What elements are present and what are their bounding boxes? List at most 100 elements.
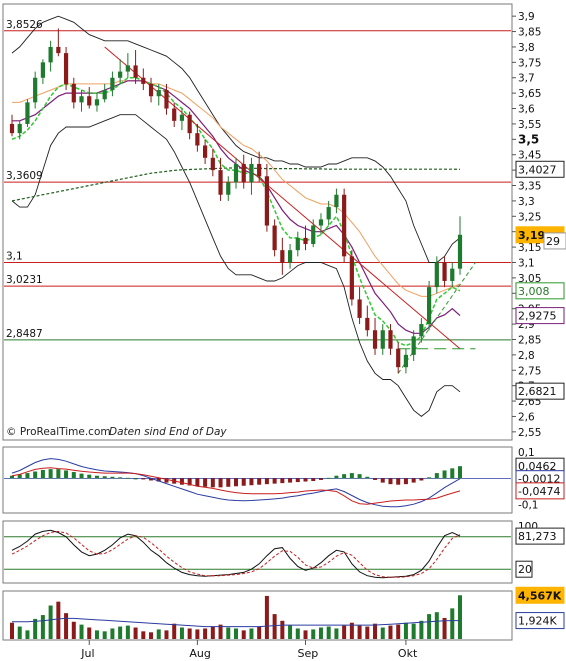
support-resistance-levels — [4, 30, 511, 341]
price-badge-box — [515, 307, 565, 325]
volume-bar — [33, 618, 38, 639]
macd-histogram-bar — [17, 474, 22, 479]
candle-body — [241, 163, 246, 183]
volume-bar — [458, 595, 462, 639]
macd-histogram-bar — [210, 478, 215, 488]
candle-body — [102, 90, 107, 100]
macd-histogram-bar — [133, 478, 138, 480]
candle-body — [148, 83, 154, 97]
candle-body — [172, 108, 177, 121]
macd-histogram-bar — [434, 473, 439, 479]
volume-bar — [326, 626, 331, 639]
volume-bar — [442, 617, 447, 639]
stochastic-badge-box — [515, 527, 565, 545]
price-tick-label: 3,1 — [518, 257, 535, 269]
price-badge-text: 2,6821 — [518, 385, 557, 398]
candle-body — [311, 225, 316, 245]
candle-body — [419, 324, 424, 337]
macd-histogram-bar — [203, 478, 208, 487]
candle-body — [118, 71, 123, 78]
volume-bar — [311, 629, 316, 639]
candle-body — [427, 287, 432, 325]
volume-body — [10, 595, 462, 639]
volume-bar — [210, 626, 215, 639]
volume-bar — [349, 622, 354, 639]
macd-panel: 0,10,050-0,05-0,1 0,0462-0,0012-0,0474 — [2, 446, 565, 514]
macd-histogram-bar — [56, 469, 61, 479]
macd-histogram-bar — [234, 478, 238, 487]
volume-bar — [71, 621, 76, 639]
candle-body — [450, 268, 455, 281]
candle-body — [365, 317, 370, 331]
macd-histogram-bar — [311, 478, 316, 481]
x-axis: Jul Aug Sep Okt — [80, 640, 418, 660]
candle-body — [25, 102, 30, 124]
price-tick-label: 3,8 — [518, 42, 535, 54]
level-label: 3,8526 — [6, 19, 43, 31]
volume-bar — [303, 630, 308, 639]
volume-bar — [264, 595, 269, 639]
x-tick-label: Okt — [398, 647, 418, 660]
volume-bar — [419, 620, 424, 639]
price-tick-label: 2,85 — [518, 334, 541, 346]
price-badge-box — [515, 282, 565, 300]
x-tick-label: Aug — [189, 647, 210, 660]
volume-bar — [427, 614, 432, 639]
candle-body — [457, 234, 463, 269]
volume-bar — [118, 626, 123, 639]
price-badge-box — [515, 160, 565, 178]
macd-histogram-bar — [419, 478, 424, 481]
macd-histogram-bar — [164, 478, 169, 483]
level-label: 3,1 — [6, 250, 23, 262]
volume-bar — [164, 630, 169, 639]
macd-histogram-bar — [411, 478, 416, 483]
candle-body — [79, 96, 84, 103]
price-tick-label: 3,75 — [518, 57, 541, 69]
volume-bar — [288, 625, 293, 639]
stochastic-badges: 81,273 20 — [515, 527, 565, 578]
candle-body — [334, 194, 339, 208]
price-tick-label: 3,9 — [518, 11, 535, 23]
volume-bar — [226, 627, 231, 639]
candle-body — [434, 262, 439, 288]
candle-body — [195, 133, 200, 146]
price-tick-label: 3,05 — [518, 273, 541, 285]
x-tick-label: Jul — [80, 647, 94, 660]
volume-bar — [241, 630, 246, 639]
volume-bar — [17, 626, 22, 639]
bollinger-lower — [11, 114, 461, 417]
candle-body — [141, 77, 146, 84]
trendline — [397, 262, 476, 374]
price-tick-label: 3,55 — [518, 119, 541, 131]
macd-histogram-bar — [427, 477, 432, 479]
volume-bar — [411, 623, 416, 639]
volume-badge-box — [515, 586, 565, 604]
volume-bar — [64, 613, 69, 639]
candle-body — [133, 65, 138, 78]
macd-histogram-bar — [295, 478, 300, 483]
macd-histogram-bar — [195, 478, 200, 487]
candle-body — [295, 237, 300, 251]
candle-body — [326, 207, 331, 220]
volume-bar — [156, 629, 161, 639]
candle-body — [187, 114, 192, 134]
candle-body — [156, 90, 161, 97]
macd-histogram-bar — [249, 478, 254, 486]
volume-bar — [125, 625, 130, 639]
volume-bar — [365, 626, 370, 639]
volume-bar — [249, 628, 254, 639]
macd-histogram-bar — [257, 478, 262, 485]
macd-histogram-bar — [79, 473, 84, 479]
macd-histogram-bar — [280, 478, 285, 484]
macd-histogram-bar — [272, 478, 277, 484]
macd-histogram-bar — [48, 469, 53, 479]
candle-body — [396, 348, 401, 368]
macd-histogram-bar — [118, 477, 123, 479]
volume-bar — [25, 630, 30, 639]
volume-bar — [79, 624, 84, 639]
macd-histogram-bar — [264, 478, 269, 485]
macd-histogram-bar — [94, 475, 99, 479]
price-badge-box — [515, 382, 565, 400]
